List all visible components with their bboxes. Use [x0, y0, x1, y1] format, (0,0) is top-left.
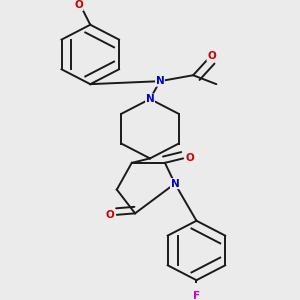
Text: O: O	[207, 51, 216, 61]
Text: O: O	[106, 210, 115, 220]
Text: O: O	[74, 1, 83, 10]
Text: O: O	[185, 153, 194, 164]
Text: N: N	[146, 94, 154, 104]
Text: N: N	[156, 76, 164, 86]
Text: F: F	[193, 292, 200, 300]
Text: N: N	[170, 178, 179, 189]
